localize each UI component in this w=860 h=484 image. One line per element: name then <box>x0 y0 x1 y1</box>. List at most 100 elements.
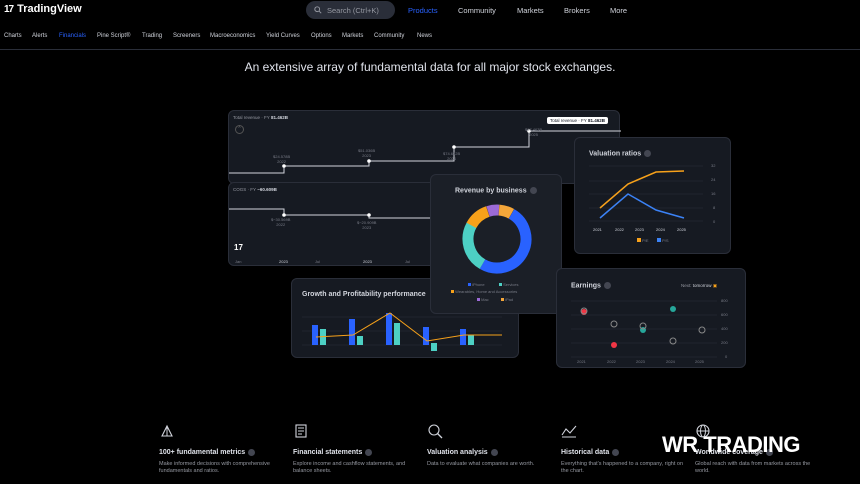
earnings-estimate <box>669 337 677 345</box>
valuation-chart <box>589 165 703 222</box>
y-tick: 24 <box>711 177 716 182</box>
revenue-by-business-card: Revenue by business iPhone Services Wear… <box>430 174 562 314</box>
search-placeholder: Search (Ctrl+K) <box>327 5 379 15</box>
y-tick: 800 <box>721 298 728 303</box>
feature-title: Historical data <box>561 449 610 456</box>
subnav-macroeconomics[interactable]: Macroeconomics <box>210 33 256 39</box>
info-icon[interactable] <box>490 449 498 456</box>
y-tick: 32 <box>711 163 716 168</box>
nav-markets[interactable]: Markets <box>517 6 544 15</box>
pe-series-line <box>599 170 685 209</box>
valuation-ratios-card: Valuation ratios 32 24 16 8 0 2021 2022 … <box>574 137 731 254</box>
subnav-community[interactable]: Community <box>374 33 405 39</box>
revenue-label: Total revenue · FY <box>233 115 270 120</box>
subnav-yield-curves[interactable]: Yield Curves <box>266 33 300 39</box>
revenue-point-2024: $74.612B 2024 <box>443 151 460 161</box>
x-tick: 2025 <box>695 359 704 364</box>
next-earnings-value: tomorrow <box>692 283 712 288</box>
growth-line <box>315 312 502 342</box>
subnav-financials[interactable]: Financials <box>59 33 87 39</box>
subnav-charts[interactable]: Charts <box>4 33 22 39</box>
nav-brokers[interactable]: Brokers <box>564 6 590 15</box>
info-icon[interactable] <box>365 449 373 456</box>
y-tick: 8 <box>713 205 716 210</box>
legend-wearables: Wearables, Home and Accessories <box>451 289 517 294</box>
subnav-screeners[interactable]: Screeners <box>173 33 201 39</box>
info-icon[interactable] <box>248 449 256 456</box>
legend-ipad: iPad <box>501 297 513 302</box>
x-tick: 2022 <box>607 359 616 364</box>
feature-valuation-analysis: Valuation analysis Data to evaluate what… <box>427 423 552 468</box>
revenue-step-line <box>229 129 621 174</box>
info-icon[interactable] <box>765 449 773 456</box>
search-input[interactable]: Search (Ctrl+K) <box>306 1 395 19</box>
subnav-trading[interactable]: Trading <box>142 33 163 39</box>
subnav-options[interactable]: Options <box>311 33 332 39</box>
cogs-axis-label: Jul <box>315 259 321 264</box>
cogs-point-value: $−30.569B <box>271 217 291 222</box>
cogs-value: −60.609B <box>257 187 277 192</box>
cogs-axis-label: 2023 <box>279 259 288 264</box>
tradingview-logo[interactable]: 17 TradingView <box>4 3 82 15</box>
subnav-pine-script[interactable]: Pine Script® <box>97 33 131 39</box>
revenue-point-value: $74.612B <box>443 151 461 156</box>
revenue-point-value: $51.036B <box>358 148 376 153</box>
legend-pe-label: P/E <box>642 238 649 243</box>
nav-community[interactable]: Community <box>458 6 496 15</box>
info-icon[interactable] <box>612 449 620 456</box>
next-earnings-label: Next: <box>681 283 692 288</box>
revenue-point-2022: $24.578B 2022 <box>273 154 290 164</box>
y-tick: 16 <box>711 191 716 196</box>
feature-description: Explore income and cashflow statements, … <box>293 461 406 475</box>
revenue-point-year: 2022 <box>277 159 287 164</box>
subnav-markets[interactable]: Markets <box>342 33 364 39</box>
calendar-icon: ▣ <box>712 283 718 288</box>
valuation-title: Valuation ratios <box>589 150 642 158</box>
info-icon[interactable] <box>644 150 652 157</box>
timeline-icon <box>561 425 577 438</box>
growth-title: Growth and Profitability performance <box>302 291 426 298</box>
ps-series-line <box>599 193 685 219</box>
earnings-estimate <box>580 307 588 315</box>
feature-title: Worldwide coverage <box>695 449 763 456</box>
revenue-point-2023: $51.036B 2023 <box>358 148 375 158</box>
earnings-estimate <box>698 326 706 334</box>
legend-services: Services <box>499 282 518 287</box>
revenue-tag-value: 81.462B <box>587 118 605 123</box>
cogs-axis-label: Jan <box>235 259 242 264</box>
feature-financial-statements: Financial statements Explore income and … <box>293 423 418 476</box>
revenue-donut-chart <box>462 204 532 274</box>
subnav-news[interactable]: News <box>417 33 433 39</box>
legend-iphone: iPhone <box>468 282 485 287</box>
feature-historical-data: Historical data Everything that's happen… <box>561 423 686 476</box>
cogs-axis-label: 2023 <box>363 259 372 264</box>
feature-description: Global reach with data from markets acro… <box>695 461 811 475</box>
revenue-tag: Total revenue · FY 81.462B <box>547 117 608 124</box>
feature-description: Everything that's happened to a company,… <box>561 461 684 475</box>
info-icon[interactable] <box>603 282 611 289</box>
x-tick: 2023 <box>636 359 645 364</box>
legend-label: iPhone <box>472 282 485 287</box>
tradingview-logo-mark: 17 <box>4 3 14 15</box>
subnav-alerts[interactable]: Alerts <box>32 33 48 39</box>
legend-label: Mac <box>481 297 489 302</box>
info-icon[interactable] <box>529 187 537 194</box>
revenue-point-year: 2025 <box>529 132 539 137</box>
earnings-estimate <box>639 322 647 330</box>
collapse-icon[interactable]: ⌃ <box>235 125 244 134</box>
legend-label: Services <box>503 282 519 287</box>
y-tick: 400 <box>721 326 728 331</box>
nav-more[interactable]: More <box>610 6 628 15</box>
growth-bar-chart <box>302 312 502 351</box>
page-headline: An extensive array of fundamental data f… <box>244 60 616 74</box>
cogs-point-2022: $−30.569B 2022 <box>271 217 290 227</box>
x-tick: 2025 <box>677 227 686 232</box>
revenue-value: 81.462B <box>270 115 288 120</box>
x-tick: 2024 <box>666 359 675 364</box>
cogs-point-value: $−20.909B <box>357 220 377 225</box>
cogs-card: COGS · FY −60.609B $−30.569B 2022 $−20.90… <box>228 182 439 266</box>
document-icon <box>295 424 307 438</box>
nav-products[interactable]: Products <box>408 6 438 15</box>
earnings-title: Earnings <box>571 282 601 290</box>
earnings-actual <box>611 342 617 348</box>
